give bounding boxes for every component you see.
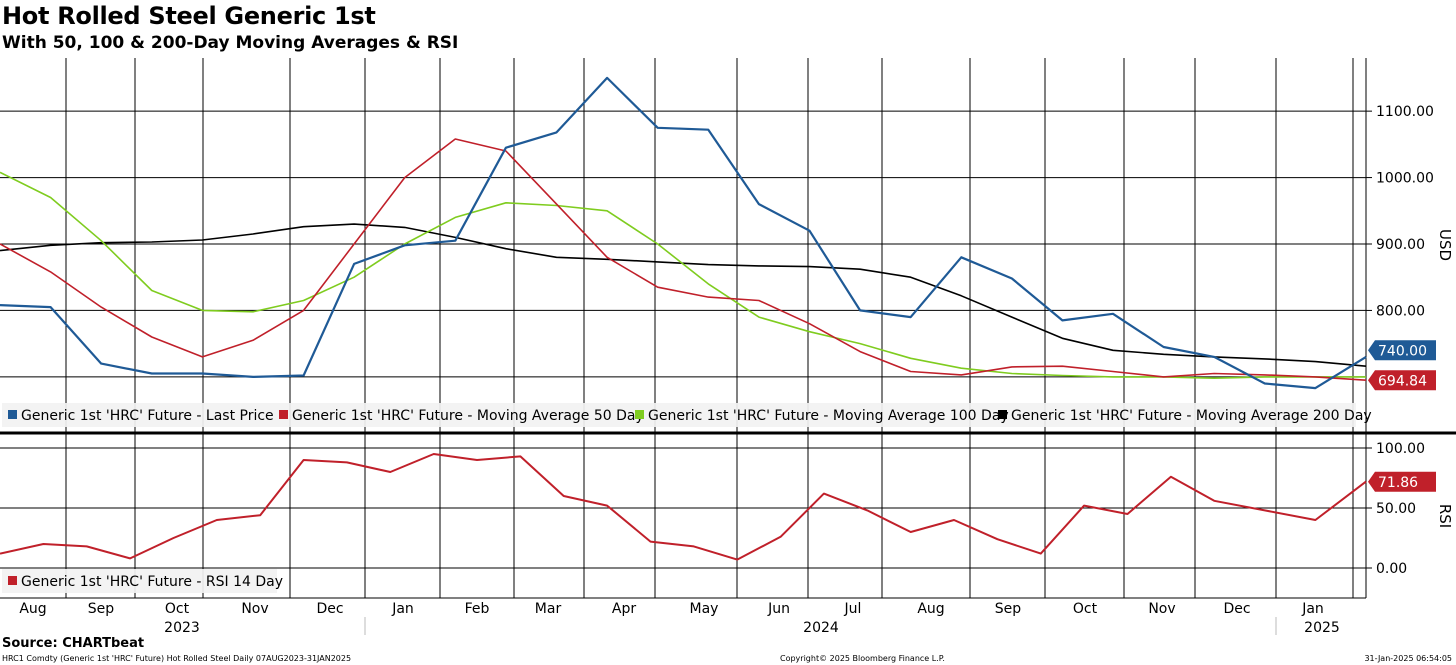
legend-swatch <box>279 410 288 419</box>
x-year-label: 2023 <box>164 620 200 636</box>
x-tick-label: Jul <box>844 601 862 617</box>
x-year-label: 2025 <box>1304 620 1340 636</box>
y-axis-title-usd: USD <box>1436 229 1454 261</box>
footer-ticker-info: HRC1 Comdty (Generic 1st 'HRC' Future) H… <box>2 654 352 663</box>
x-tick-label: Aug <box>917 601 944 617</box>
x-tick-label: Oct <box>165 601 190 617</box>
y-tick-label: 1000.00 <box>1376 171 1434 187</box>
legend-swatch <box>8 410 17 419</box>
x-tick-label: Jan <box>1301 601 1324 617</box>
x-tick-label: Mar <box>535 601 562 617</box>
legend-background <box>2 569 277 593</box>
legend-label: Generic 1st 'HRC' Future - Moving Averag… <box>292 408 644 424</box>
x-tick-label: Oct <box>1073 601 1098 617</box>
value-badge-label: 71.86 <box>1378 475 1418 491</box>
chart-title: Hot Rolled Steel Generic 1st <box>2 2 376 30</box>
x-tick-label: Apr <box>612 601 636 617</box>
y-tick-label: 1100.00 <box>1376 104 1434 120</box>
x-tick-label: Jan <box>391 601 414 617</box>
x-tick-label: Dec <box>316 601 343 617</box>
source-note: Source: CHARTbeat <box>2 636 145 651</box>
series-line-generic-1st-hrc-future-moving-average-100-day <box>0 171 1366 380</box>
legend-label: Generic 1st 'HRC' Future - Moving Averag… <box>1011 408 1372 424</box>
x-tick-label: Jun <box>767 601 790 617</box>
x-year-label: 2024 <box>803 620 839 636</box>
value-badge-label: 740.00 <box>1378 343 1427 359</box>
chart-subtitle: With 50, 100 & 200-Day Moving Averages &… <box>2 33 459 53</box>
legend-swatch <box>998 410 1007 419</box>
y-tick-label: 50.00 <box>1376 501 1416 517</box>
series-line-generic-1st-hrc-future-moving-average-50-day <box>0 138 1367 381</box>
legend-swatch <box>635 410 644 419</box>
series-line-generic-1st-hrc-future-last-price <box>0 76 1367 390</box>
series-line-generic-1st-hrc-future-rsi-14-day <box>0 453 1367 561</box>
y-tick-label: 800.00 <box>1376 303 1425 319</box>
value-badge-label: 694.84 <box>1378 373 1427 389</box>
x-tick-label: Feb <box>465 601 490 617</box>
value-badge <box>1368 340 1436 361</box>
x-tick-label: Nov <box>1148 601 1175 617</box>
y-axis-title-rsi: RSI <box>1436 504 1454 528</box>
value-badge <box>1368 370 1436 391</box>
x-tick-label: Dec <box>1223 601 1250 617</box>
footer-copyright: Copyright© 2025 Bloomberg Finance L.P. <box>780 654 945 663</box>
value-badge <box>1368 471 1436 492</box>
legend-label: Generic 1st 'HRC' Future - Moving Averag… <box>648 408 1009 424</box>
legend-label: Generic 1st 'HRC' Future - Last Price <box>21 408 274 424</box>
footer-timestamp: 31-Jan-2025 06:54:05 <box>1364 654 1452 663</box>
y-tick-label: 900.00 <box>1376 237 1425 253</box>
x-tick-label: Sep <box>995 601 1022 617</box>
y-tick-label: 100.00 <box>1376 441 1425 457</box>
legend-swatch <box>8 576 17 585</box>
x-tick-label: May <box>690 601 719 617</box>
legend-label: Generic 1st 'HRC' Future - RSI 14 Day <box>21 574 283 590</box>
x-tick-label: Aug <box>19 601 46 617</box>
y-tick-label: 0.00 <box>1376 561 1407 577</box>
legend-background <box>2 403 1356 427</box>
x-tick-label: Nov <box>241 601 268 617</box>
x-tick-label: Sep <box>88 601 115 617</box>
